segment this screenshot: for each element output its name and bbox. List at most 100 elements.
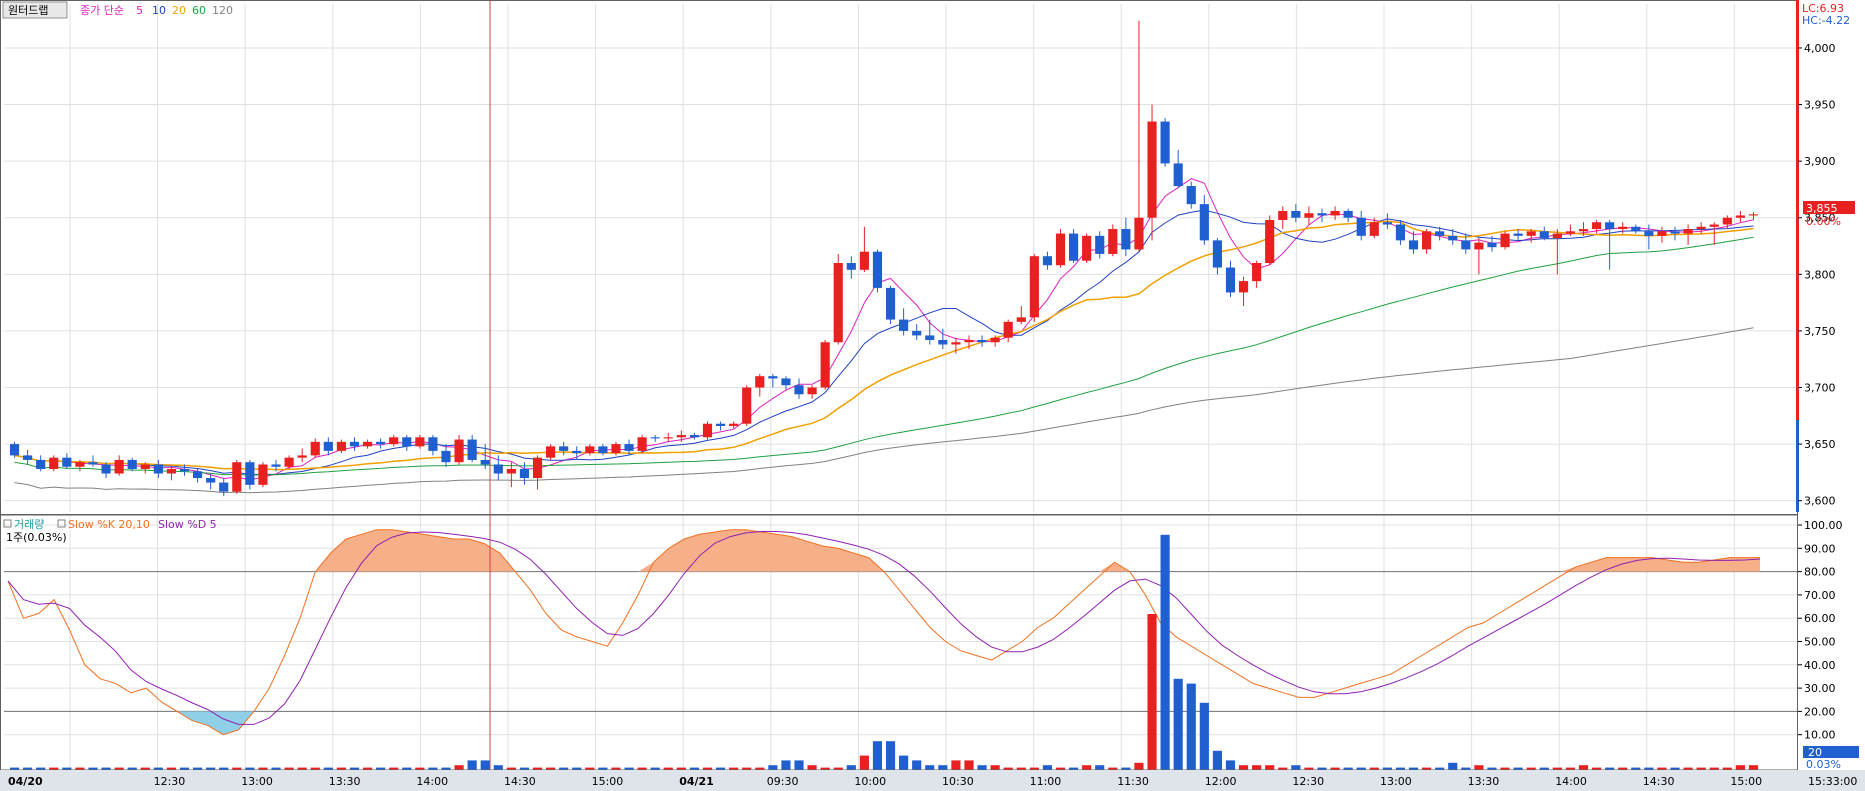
volume-bar xyxy=(1735,765,1745,770)
candle-body xyxy=(1278,210,1288,220)
candle-body xyxy=(1552,233,1562,239)
candle-body xyxy=(1382,222,1392,225)
candle-body xyxy=(768,376,778,379)
price-tick-label: 3,700 xyxy=(1804,382,1836,395)
volume-bar xyxy=(297,767,307,770)
volume-bar xyxy=(781,760,791,770)
candle-body xyxy=(1343,210,1353,218)
volume-bar xyxy=(1513,767,1523,770)
volume-bar xyxy=(441,767,451,770)
candle-body xyxy=(546,446,556,458)
volume-bar xyxy=(349,767,360,770)
candle-body xyxy=(114,459,124,474)
volume-bar xyxy=(1539,767,1549,770)
volume-bar xyxy=(1317,767,1327,770)
candle-body xyxy=(702,423,713,438)
candle-body xyxy=(1618,226,1628,230)
stochastic-lines xyxy=(7,529,1761,736)
volume-bar xyxy=(1069,767,1079,770)
candle-body xyxy=(362,441,373,447)
candle-body xyxy=(1199,204,1209,241)
time-label: 10:30 xyxy=(942,775,974,788)
candle-body xyxy=(1212,240,1222,268)
candlesticks xyxy=(9,20,1759,497)
candle-body xyxy=(833,263,843,343)
stoch-d-legend: Slow %D 5 xyxy=(158,518,217,531)
candle-body xyxy=(140,464,150,469)
ma-period-120[interactable]: 120 xyxy=(212,4,233,17)
candle-body xyxy=(206,478,216,483)
volume-bar xyxy=(519,767,530,770)
candle-body xyxy=(1252,263,1262,282)
candle-body xyxy=(781,378,791,386)
candle-body xyxy=(977,339,987,343)
volume-bar xyxy=(179,767,190,770)
volume-bar xyxy=(1526,767,1536,770)
ma-period-60[interactable]: 60 xyxy=(192,4,206,17)
volume-bar xyxy=(467,760,477,770)
volume-bar xyxy=(1343,767,1353,770)
mode-button[interactable] xyxy=(2,1,68,19)
volume-bar xyxy=(1108,767,1118,770)
candle-body xyxy=(715,423,726,426)
price-tick-label: 3,600 xyxy=(1804,495,1836,508)
volume-bar xyxy=(323,767,333,770)
volume-bar xyxy=(768,765,778,770)
volume-bar xyxy=(1291,765,1301,770)
volume-bar xyxy=(284,767,294,770)
range-bar-up xyxy=(1796,0,1799,420)
candle-body xyxy=(1748,214,1759,216)
candle-body xyxy=(1448,235,1458,241)
volume-bar xyxy=(964,760,974,770)
stoch-legend-toggle[interactable] xyxy=(57,519,66,528)
time-label: 04/20 xyxy=(8,775,43,788)
candle-body xyxy=(1722,217,1732,225)
volume-bar xyxy=(389,767,399,770)
ma-period-20[interactable]: 20 xyxy=(172,4,186,17)
stoch-tick-label: 20.00 xyxy=(1804,705,1836,718)
time-label: 14:00 xyxy=(1555,775,1587,788)
candle-body xyxy=(389,437,399,445)
volume-pct: 0.03% xyxy=(1806,758,1841,771)
ma-period-10[interactable]: 10 xyxy=(152,4,166,17)
candle-body xyxy=(349,441,360,447)
candle-body xyxy=(1134,217,1144,250)
candle-body xyxy=(1330,210,1340,216)
current-change: 0.00% xyxy=(1806,215,1841,228)
volume-bar xyxy=(1186,683,1196,770)
time-label: 10:00 xyxy=(854,775,886,788)
volume-bar xyxy=(1134,762,1144,770)
time-label: 11:30 xyxy=(1117,775,1149,788)
candle-body xyxy=(1683,229,1693,234)
volume-bar xyxy=(820,767,830,770)
volume-bar xyxy=(415,767,425,770)
volume-bar xyxy=(676,767,686,770)
candle-body xyxy=(951,342,961,345)
stoch-tick-label: 80.00 xyxy=(1804,566,1836,579)
volume-legend-toggle[interactable] xyxy=(3,519,12,528)
volume-bar xyxy=(1644,767,1654,770)
time-label: 14:30 xyxy=(1643,775,1675,788)
volume-bar xyxy=(101,767,111,770)
volume-bar xyxy=(925,765,935,770)
volume-bar xyxy=(872,741,883,770)
candle-body xyxy=(1408,240,1419,250)
volume-bar xyxy=(598,767,608,770)
volume-bar xyxy=(36,767,46,770)
stoch-tick-label: 30.00 xyxy=(1804,682,1836,695)
ma-period-5[interactable]: 5 xyxy=(136,4,143,17)
volume-bar xyxy=(140,767,150,770)
volume-bar xyxy=(1016,767,1026,770)
candle-body xyxy=(820,342,830,388)
candle-body xyxy=(1121,229,1131,250)
candle-body xyxy=(219,482,229,492)
candle-body xyxy=(912,330,922,336)
stoch-tick-label: 60.00 xyxy=(1804,612,1836,625)
candle-body xyxy=(598,446,608,454)
time-label: 13:30 xyxy=(1468,775,1500,788)
candle-body xyxy=(1356,217,1366,236)
candle-body xyxy=(1186,186,1196,205)
candle-body xyxy=(1435,231,1445,236)
candle-body xyxy=(611,444,621,454)
